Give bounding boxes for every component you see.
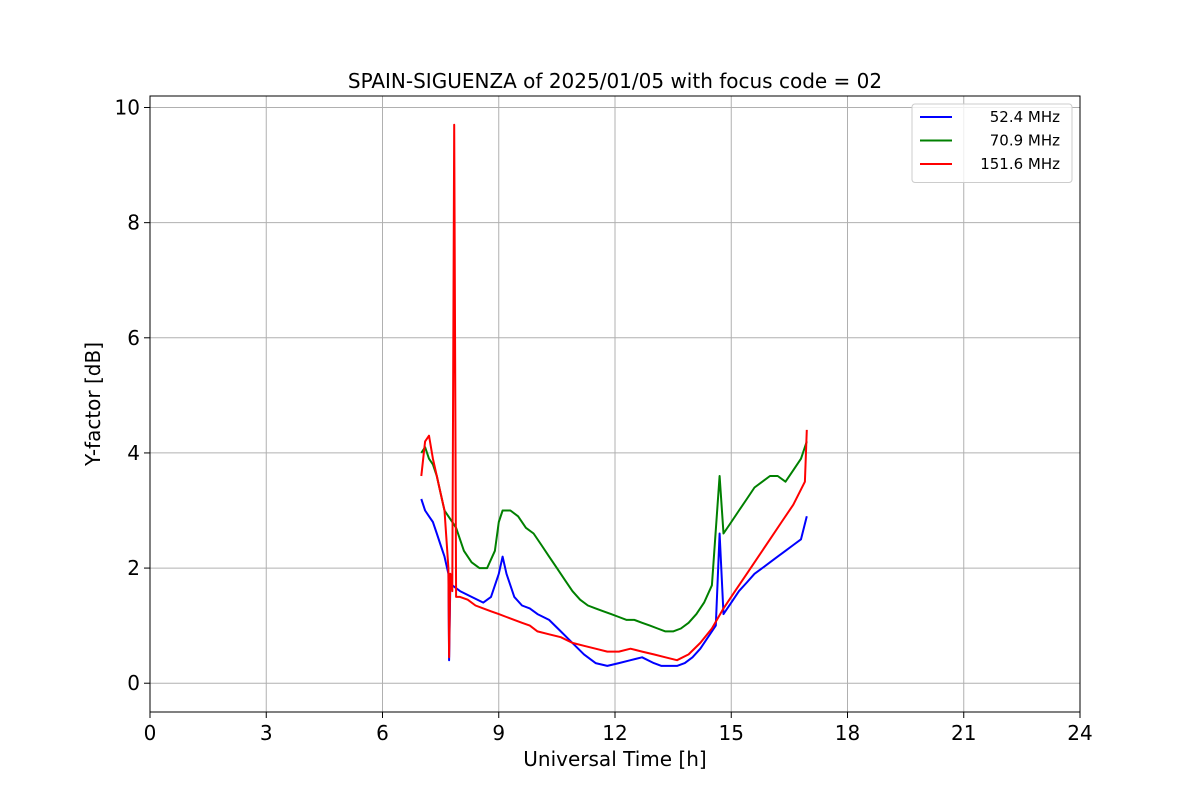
legend-label: 151.6 MHz bbox=[980, 155, 1060, 173]
legend-box bbox=[911, 103, 1073, 183]
legend-label: 70.9 MHz bbox=[990, 132, 1060, 150]
x-tick-label: 15 bbox=[719, 721, 744, 745]
x-tick-label: 3 bbox=[260, 721, 273, 745]
x-tick-label: 21 bbox=[951, 721, 976, 745]
chart-title: SPAIN-SIGUENZA of 2025/01/05 with focus … bbox=[348, 69, 882, 93]
y-tick-label: 6 bbox=[127, 326, 140, 350]
x-tick-label: 18 bbox=[835, 721, 860, 745]
x-tick-label: 12 bbox=[602, 721, 627, 745]
legend: 52.4 MHz 70.9 MHz 151.6 MHz bbox=[911, 103, 1073, 183]
legend-label: 52.4 MHz bbox=[990, 108, 1060, 126]
series-line-2 bbox=[420, 123, 808, 662]
y-axis-label: Y-factor [dB] bbox=[81, 342, 105, 467]
x-tick-label: 24 bbox=[1067, 721, 1092, 745]
x-tick-label: 6 bbox=[376, 721, 389, 745]
series-line-1 bbox=[420, 441, 808, 633]
y-tick-label: 10 bbox=[115, 96, 140, 120]
y-tick-label: 2 bbox=[127, 556, 140, 580]
x-tick-label: 9 bbox=[492, 721, 505, 745]
x-tick-label: 0 bbox=[144, 721, 157, 745]
y-tick-label: 4 bbox=[127, 441, 140, 465]
y-tick-label: 8 bbox=[127, 211, 140, 235]
y-tick-label: 0 bbox=[127, 671, 140, 695]
series-layer bbox=[420, 123, 808, 667]
x-axis-label: Universal Time [h] bbox=[523, 747, 706, 771]
